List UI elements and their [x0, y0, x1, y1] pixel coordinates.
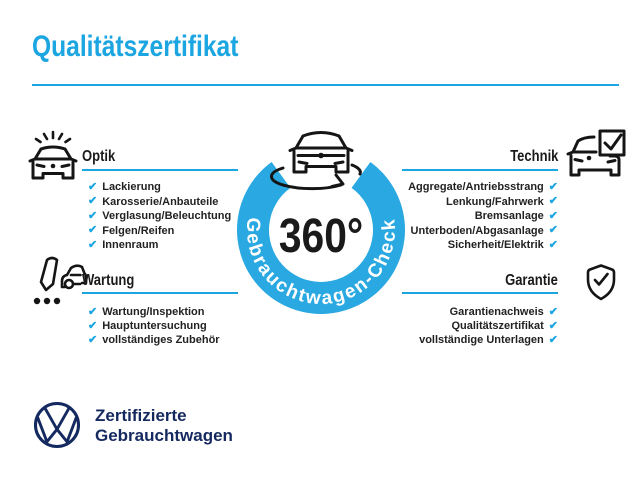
- check-item-label: Bremsanlage: [474, 210, 544, 223]
- check-icon: ✔: [548, 224, 558, 237]
- check-item-label: Wartung/Inspektion: [102, 306, 205, 318]
- check-item: ✔ Verglasung/Beleuchtung: [88, 209, 231, 224]
- check-icon: ✔: [548, 305, 558, 318]
- check-item-label: Unterboden/Abgasanlage: [410, 224, 544, 237]
- check-item-label: Garantienachweis: [449, 306, 544, 318]
- check-icon: ✔: [548, 180, 558, 193]
- check-item: Lenkung/Fahrwerk ✔: [408, 195, 558, 210]
- checklist-garantie: Garantienachweis ✔ Qualitätszertifikat ✔ v…: [419, 305, 558, 347]
- check-item: ✔ Wartung/Inspektion: [88, 305, 220, 319]
- check-item-label: Qualitätszertifikat: [451, 320, 544, 332]
- check-item: vollständige Unterlagen ✔: [419, 333, 558, 347]
- page-title: Qualitätszertifikat: [32, 30, 239, 63]
- checklist-wartung: ✔ Wartung/Inspektion ✔ Hauptuntersuchung ✔…: [88, 305, 220, 347]
- check-item-label: Aggregate/Antriebsstrang: [408, 181, 544, 194]
- check-item-label: Lenkung/Fahrwerk: [445, 195, 544, 208]
- check-icon: ✔: [88, 195, 98, 208]
- check-item: ✔ Lackierung: [88, 180, 231, 195]
- check-icon: ✔: [548, 319, 558, 332]
- check-icon: ✔: [548, 195, 558, 208]
- check-icon: ✔: [88, 305, 98, 318]
- check-icon: ✔: [88, 224, 98, 237]
- 360-check-badge: Gebrauchtwagen-Check 360°: [236, 131, 405, 314]
- header-divider: [32, 84, 619, 86]
- section-title-optik: Optik: [82, 148, 116, 165]
- check-item-label: Felgen/Reifen: [102, 224, 175, 237]
- check-item: Garantienachweis ✔: [419, 305, 558, 319]
- check-item-label: vollständige Unterlagen: [419, 334, 544, 346]
- check-item-label: Karosserie/Anbauteile: [102, 195, 219, 208]
- check-item: ✔ Karosserie/Anbauteile: [88, 195, 231, 210]
- checklist-technik: Aggregate/Antriebsstrang ✔ Lenkung/Fahrwe…: [408, 180, 558, 253]
- shield-check-icon: [586, 264, 616, 301]
- checklist-optik: ✔ Lackierung ✔ Karosserie/Anbauteile ✔ Verg…: [88, 180, 231, 253]
- ring-shape: [236, 162, 405, 314]
- brand-claim-line2: Gebrauchtwagen: [95, 426, 233, 445]
- check-item: ✔ vollständiges Zubehör: [88, 333, 220, 347]
- car-checkbox-icon: [566, 129, 626, 177]
- check-icon: ✔: [88, 238, 98, 251]
- check-item: Qualitätszertifikat ✔: [419, 319, 558, 333]
- section-rule-garantie: [402, 292, 558, 294]
- check-item: Bremsanlage ✔: [408, 209, 558, 224]
- brand-claim-line1: Zertifizierte: [95, 406, 187, 425]
- check-item: ✔ Innenraum: [88, 238, 231, 253]
- check-icon: ✔: [548, 209, 558, 222]
- check-item: Sicherheit/Elektrik ✔: [408, 238, 558, 253]
- section-rule-optik: [82, 169, 238, 171]
- vw-logo: [33, 401, 81, 449]
- car-rotation-icon: [269, 131, 362, 191]
- section-title-technik: Technik: [509, 148, 558, 165]
- check-icon: ✔: [548, 238, 558, 251]
- section-rule-technik: [402, 169, 558, 171]
- section-title-wartung: Wartung: [82, 272, 135, 289]
- check-icon: ✔: [88, 319, 98, 332]
- check-icon: ✔: [88, 180, 98, 193]
- check-item-label: Verglasung/Beleuchtung: [102, 210, 232, 223]
- brand-claim: Zertifizierte Gebrauchtwagen: [95, 406, 233, 446]
- check-icon: ✔: [548, 333, 558, 346]
- check-item-label: Innenraum: [102, 239, 159, 252]
- pen-checklist-car-icon: [33, 256, 88, 305]
- section-rule-wartung: [82, 292, 238, 294]
- car-shine-icon: [28, 130, 78, 180]
- check-item: ✔ Felgen/Reifen: [88, 224, 231, 239]
- check-item: ✔ Hauptuntersuchung: [88, 319, 220, 333]
- check-item-label: Lackierung: [102, 181, 161, 194]
- check-item-label: vollständiges Zubehör: [102, 334, 220, 346]
- check-item: Unterboden/Abgasanlage ✔: [408, 224, 558, 239]
- check-item-label: Hauptuntersuchung: [102, 320, 207, 332]
- degree-label: 360°: [279, 210, 363, 263]
- section-title-garantie: Garantie: [505, 272, 558, 289]
- check-item: Aggregate/Antriebsstrang ✔: [408, 180, 558, 195]
- check-item-label: Sicherheit/Elektrik: [447, 239, 544, 252]
- check-icon: ✔: [88, 333, 98, 346]
- check-icon: ✔: [88, 209, 98, 222]
